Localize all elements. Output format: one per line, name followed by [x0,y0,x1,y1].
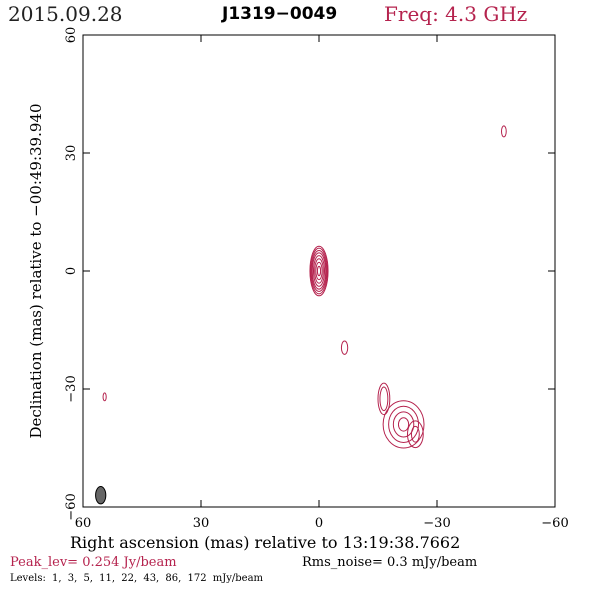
x-axis-label: Right ascension (mas) relative to 13:19:… [70,535,460,551]
contour-knot-jet-b [398,418,408,431]
y-tick-label: −60 [64,493,79,520]
contour-levels: Levels: 1, 3, 5, 11, 22, 43, 86, 172 mJy… [10,574,263,584]
x-tick-label: 0 [315,516,323,531]
y-axis-label-group: Declination (mas) relative to −00:49:39.… [27,103,45,438]
contour-core [317,266,320,275]
y-axis-label: Declination (mas) relative to −00:49:39.… [27,103,45,438]
contour-knot-west [103,393,106,401]
x-tick-label: −60 [541,516,568,531]
contour-knot-jet-a [380,387,388,411]
plot-border [83,35,555,507]
contour-lines [103,126,506,448]
contour-knot-jet-c [411,426,419,442]
peak-level: Peak_lev= 0.254 Jy/beam [10,556,177,569]
axis-ticks [83,35,555,507]
x-tick-label: 30 [193,516,210,531]
plot-frame [83,35,555,507]
x-tick-label: −30 [423,516,450,531]
contour-knot-ne [502,126,507,137]
contour-knot-mid [341,341,347,354]
rms-noise: Rms_noise= 0.3 mJy/beam [302,556,477,569]
contour-core [316,262,322,279]
y-tick-label: −30 [64,375,79,402]
y-tick-label: 30 [64,145,79,162]
y-tick-label: 60 [64,27,79,44]
beam-shape [96,487,106,504]
beam-ellipse [96,487,106,504]
contour-knot-jet-b [393,412,413,437]
y-tick-label: 0 [64,267,79,275]
